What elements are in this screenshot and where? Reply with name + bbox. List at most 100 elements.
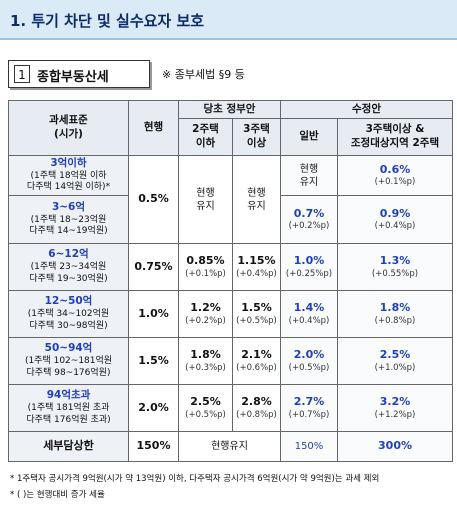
revised-general: 0.7% (+0.2%p): [280, 195, 338, 244]
change: (+1.2%p): [374, 409, 416, 420]
rate: 2.0%: [293, 348, 325, 362]
bracket-detail: (1주택 34~102억원 다주택 30~98억원): [27, 309, 110, 331]
cap-gov: 현행유지: [178, 431, 281, 462]
header-cell: 현행: [128, 100, 179, 156]
rate-cell: 1.8% (+0.8%p): [336, 290, 454, 338]
change: (+0.5%p): [236, 315, 277, 326]
rate: 2.1%: [241, 348, 272, 362]
rate: 1.2%: [190, 301, 221, 315]
section-number: 1: [14, 65, 30, 83]
change: (+0.4%p): [288, 315, 330, 326]
footnote: * ( )는 현행대비 증가 세율: [10, 490, 105, 500]
cap-current: 150%: [128, 431, 179, 462]
change: (+0.5%p): [288, 362, 330, 373]
rate-cell: 3.2% (+1.2%p): [336, 384, 454, 432]
revised-multi: 0.9% (+0.4%p): [336, 195, 454, 244]
rate-cell: 1.2% (+0.2%p): [178, 290, 233, 338]
rate: 2.7%: [293, 395, 325, 409]
rate: 2.5%: [379, 348, 411, 362]
rate: 0.85%: [186, 254, 225, 268]
title-bar: 1. 투기 차단 및 실수요자 보호: [0, 0, 457, 40]
change: (+0.7%p): [288, 409, 330, 420]
rate: 2.5%: [190, 395, 221, 409]
rate-cell: 2.0% (+0.5%p): [280, 337, 338, 385]
rate-cell: 1.0% (+0.25%p): [280, 243, 338, 291]
bracket: 12~50억: [44, 295, 93, 308]
change: (+0.1%p): [185, 268, 226, 279]
rate-cell: 1.3% (+0.55%p): [336, 243, 454, 291]
change: (+0.6%p): [236, 362, 277, 373]
bracket-detail: (1주택 18~23억원 다주택 14~19억원): [29, 214, 108, 237]
bracket-cell: 94억초과 (1주택 181억원 초과 다주택 176억원 초과): [8, 384, 129, 432]
change: (+0.25%p): [285, 268, 333, 279]
rate: 1.4%: [293, 301, 325, 315]
rate: 1.3%: [379, 254, 411, 268]
rate: 0.7%: [293, 206, 325, 220]
cap-label: 세부담상한: [43, 439, 94, 453]
rate: 1.0%: [293, 254, 325, 268]
tax-table: 과세표준 (시가) 현행 당초 정부안 수정안 2주택 이하 3주택 이상 일반…: [8, 100, 454, 462]
rate-cell: 1.4% (+0.4%p): [280, 290, 338, 338]
bracket: 50~94억: [44, 342, 93, 355]
revised-multi: 0.6% (+0.1%p): [336, 155, 454, 196]
header-cell: 당초 정부안: [178, 100, 281, 119]
gov-rate: 현행 유지: [232, 155, 281, 244]
bracket: 94억초과: [46, 389, 91, 402]
rate: 1.5%: [241, 301, 272, 315]
change: (+0.3%p): [185, 362, 226, 373]
rate-row: 6~12억 (1주택 23~34억원 다주택 19~30억원) 0.75% 0.85%…: [8, 243, 454, 291]
bracket: 3억이하: [50, 156, 87, 169]
rate-cell: 1.15% (+0.4%p): [232, 243, 281, 291]
current-rate: 1.5%: [128, 337, 179, 385]
rate-cell: 2.8% (+0.8%p): [232, 384, 281, 432]
bracket: 3~6억: [51, 200, 86, 213]
change: (+0.8%p): [236, 409, 277, 420]
header-cell: 3주택 이상: [232, 118, 281, 156]
current-rate: 0.75%: [128, 243, 179, 291]
section-box: 1 종합부동산세: [8, 60, 150, 88]
cap-cell: 세부담상한: [8, 431, 129, 462]
section-title: 종합부동산세: [37, 70, 109, 85]
section-note: ※ 종부세법 §9 등: [162, 68, 245, 81]
rate-cell: 2.7% (+0.7%p): [280, 384, 338, 432]
bracket-cell: 3억이하 (1주택 18억원 이하 다주택 14억원 이하)*: [8, 155, 129, 196]
current-rate: 2.0%: [128, 384, 179, 432]
rate: 1.8%: [379, 301, 411, 315]
rate-row: 50~94억 (1주택 102~181억원 다주택 98~176억원) 1.5% 1.…: [8, 337, 454, 385]
title: 1. 투기 차단 및 실수요자 보호: [10, 12, 205, 30]
header-cell: 2주택 이하: [178, 118, 233, 156]
rate-row: 12~50억 (1주택 34~102억원 다주택 30~98억원) 1.0% 1.2%…: [8, 290, 454, 338]
change: (+0.4%p): [236, 268, 277, 279]
gov-rate: 현행 유지: [178, 155, 233, 244]
rate-rows: 6~12억 (1주택 23~34억원 다주택 19~30억원) 0.75% 0.85%…: [8, 243, 454, 432]
footnote: * 1주택자 공시가격 9억원(시가 약 13억원) 이하, 다주택자 공시가격…: [10, 474, 380, 484]
rate-cell: 1.8% (+0.3%p): [178, 337, 233, 385]
cap-multi: 300%: [336, 431, 454, 462]
bracket-detail: (1주택 181억원 초과 다주택 176억원 초과): [26, 403, 111, 425]
current-rate: 0.5%: [128, 155, 179, 244]
rate-cell: 2.5% (+0.5%p): [178, 384, 233, 432]
rate: 2.8%: [241, 395, 272, 409]
header-cell: 3주택이상 & 조정대상지역 2주택: [336, 118, 454, 156]
rate-cell: 2.5% (+1.0%p): [336, 337, 454, 385]
rate-cell: 1.5% (+0.5%p): [232, 290, 281, 338]
change: (+0.2%p): [288, 221, 330, 232]
header-cell: 수정안: [279, 100, 454, 119]
bracket-detail: (1주택 23~34억원 다주택 19~30억원): [29, 262, 108, 284]
change: (+0.4%p): [374, 221, 416, 232]
bracket-cell: 6~12억 (1주택 23~34억원 다주택 19~30억원): [8, 243, 129, 291]
rate: 0.9%: [379, 206, 411, 220]
bracket: 6~12억: [48, 248, 89, 261]
rate: 0.6%: [379, 162, 411, 176]
bracket-detail: (1주택 18억원 이하 다주택 14억원 이하)*: [26, 170, 111, 193]
cap-general: 150%: [280, 431, 338, 462]
bracket-cell: 50~94억 (1주택 102~181억원 다주택 98~176억원): [8, 337, 129, 385]
bracket-detail: (1주택 102~181억원 다주택 98~176억원): [24, 356, 113, 378]
change: (+0.55%p): [371, 268, 419, 279]
change: (+1.0%p): [374, 362, 416, 373]
change: (+0.1%p): [374, 177, 416, 188]
change: (+0.5%p): [185, 409, 226, 420]
change: (+0.2%p): [185, 315, 226, 326]
